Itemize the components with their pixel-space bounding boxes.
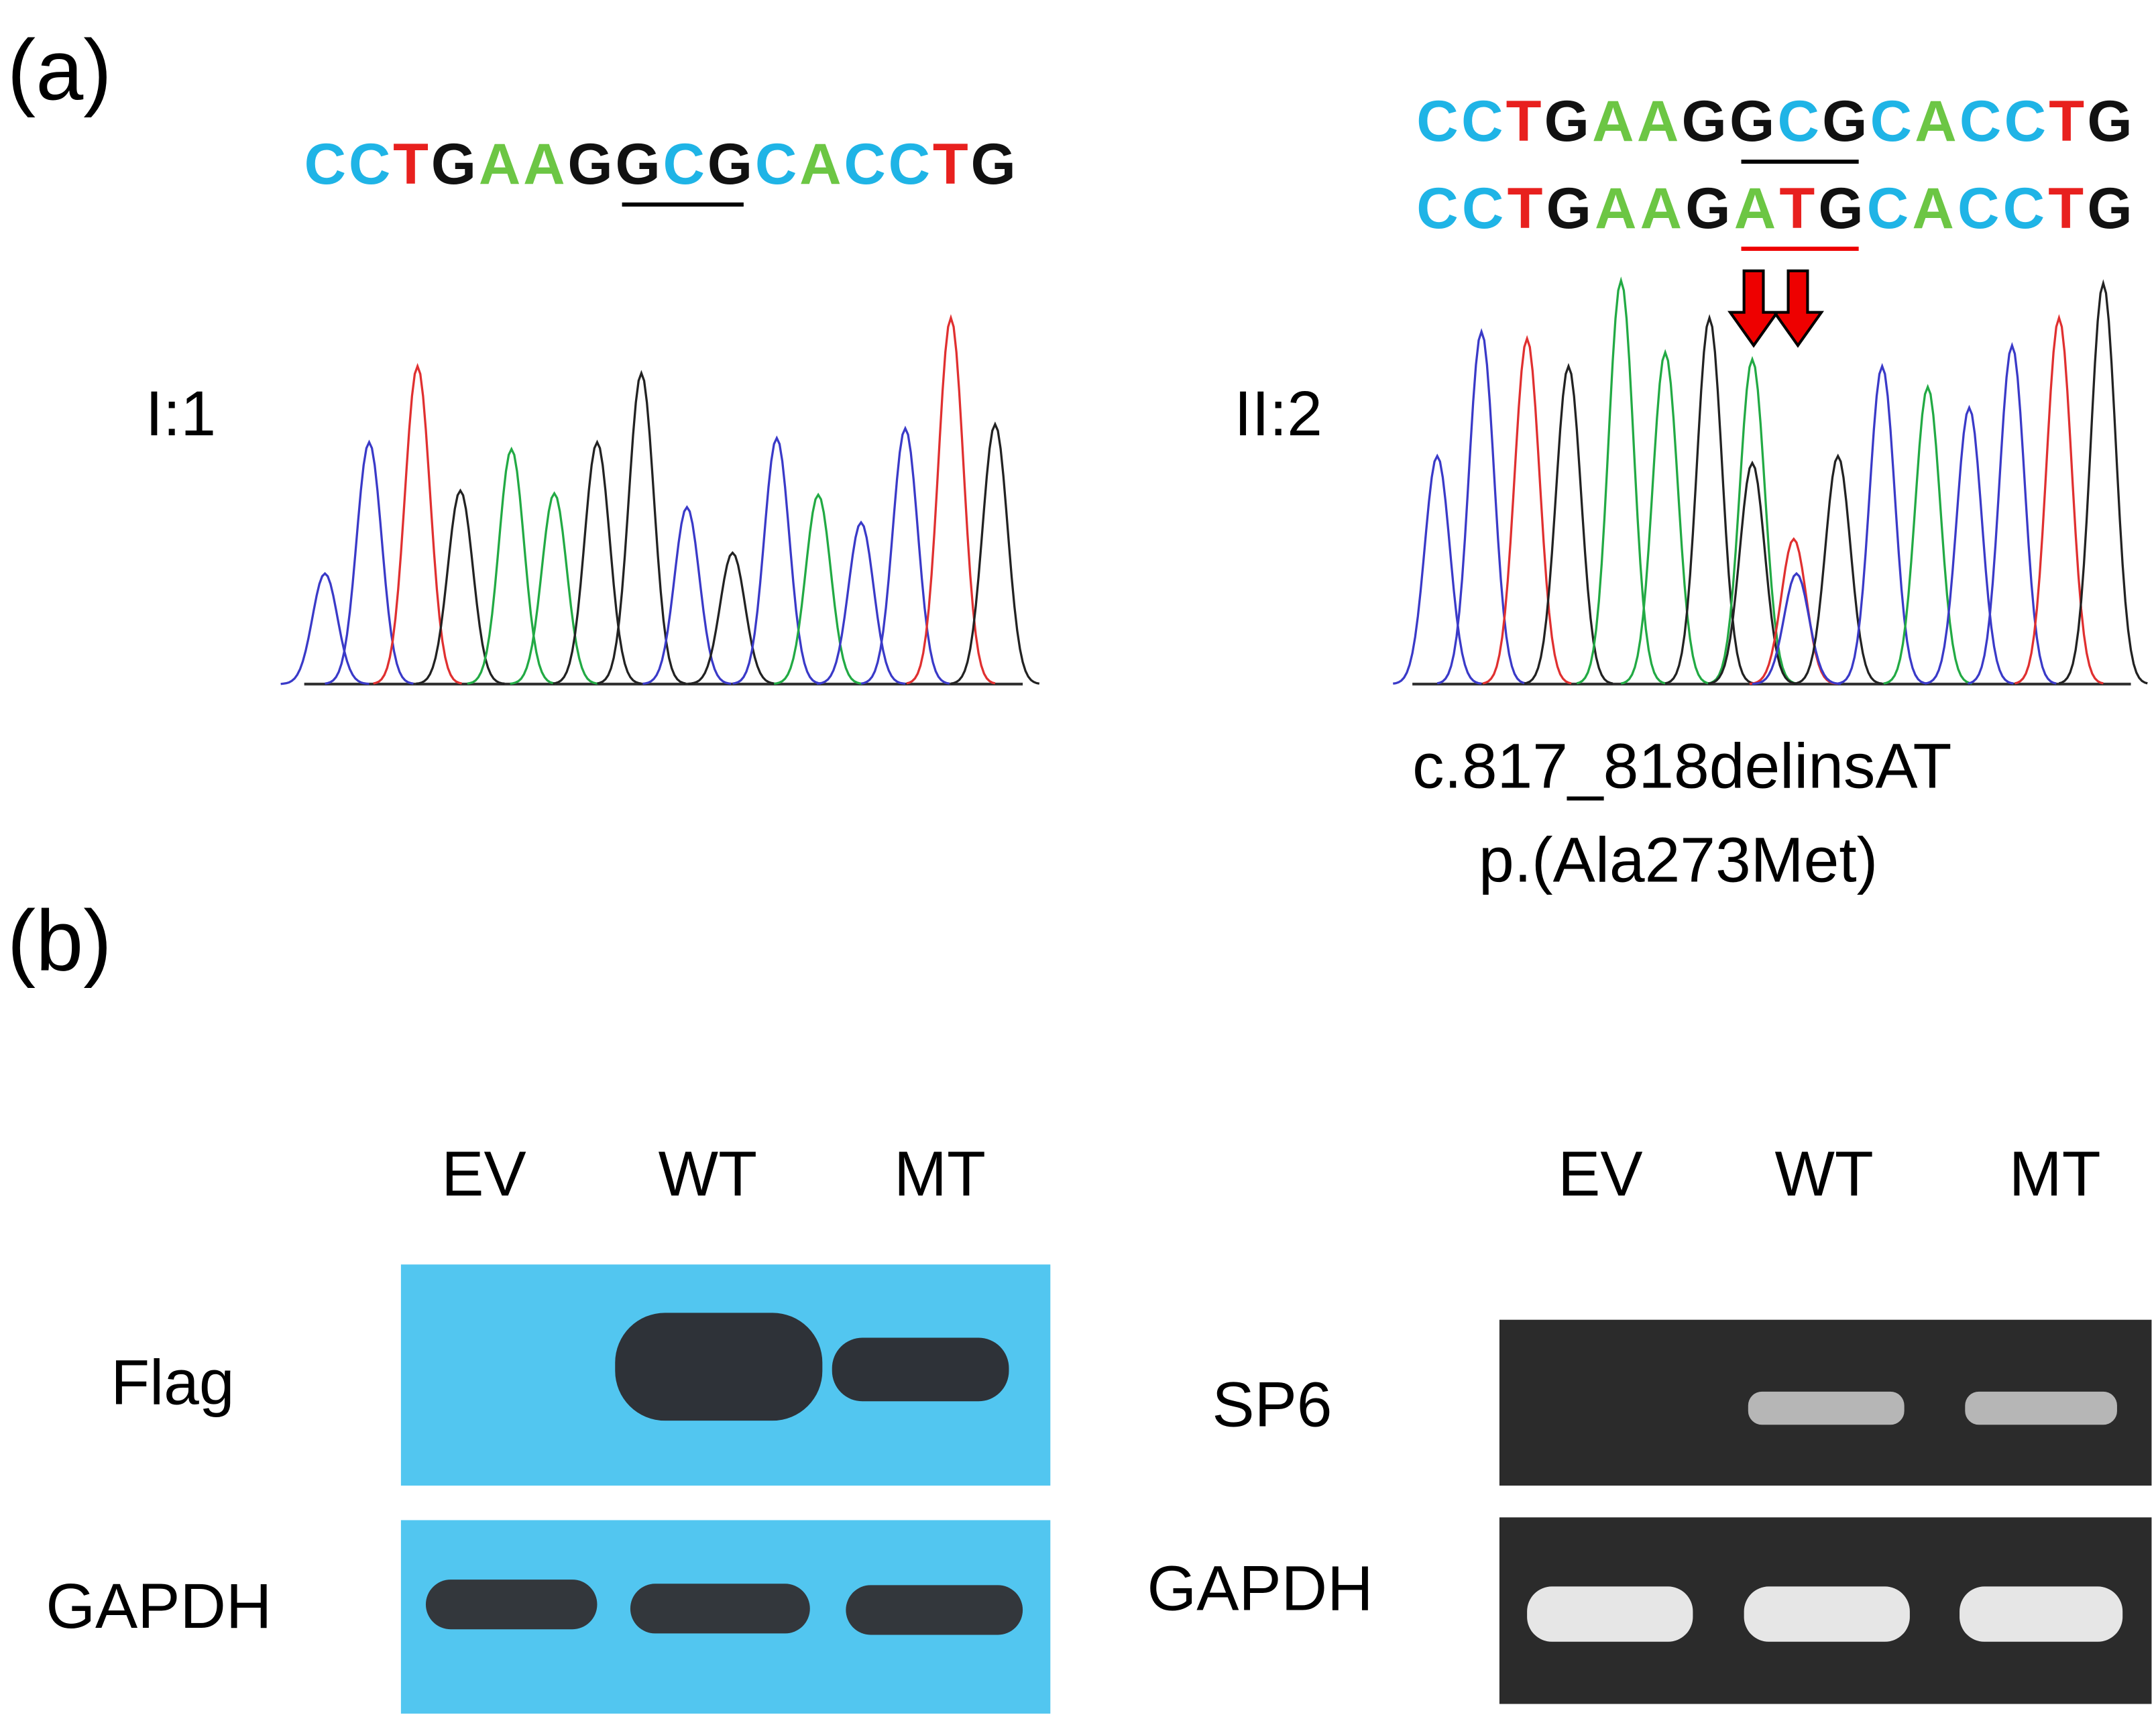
trace — [860, 425, 950, 685]
trace — [2058, 279, 2148, 685]
trace — [373, 363, 462, 685]
lane-label: MT — [2009, 1138, 2101, 1209]
row-label: SP6 — [1212, 1369, 1332, 1440]
trace — [1664, 314, 1754, 685]
trace — [1707, 460, 1797, 685]
trace — [553, 439, 642, 685]
trace — [688, 551, 777, 685]
trace — [1576, 276, 1666, 685]
arrows — [1727, 269, 1824, 348]
trace — [2015, 314, 2104, 685]
western-blot — [400, 1264, 1051, 1714]
trace — [597, 370, 686, 685]
sequence: CCTGAAGGCGCACCTG — [1416, 89, 2132, 154]
row-label: Flag — [111, 1347, 234, 1418]
variant: p.(Ala273Met) — [1479, 825, 1878, 896]
trace — [1393, 453, 1482, 685]
trace — [510, 491, 599, 685]
lane-label: WT — [659, 1138, 757, 1209]
trace — [280, 571, 370, 685]
trace — [1968, 341, 2057, 685]
trace — [950, 421, 1040, 685]
trace — [1620, 349, 1710, 685]
sample-label: I:1 — [146, 378, 216, 449]
lane-label: EV — [1558, 1138, 1642, 1209]
variant: c.817_818delinsAT — [1412, 730, 1951, 801]
trace — [1752, 571, 1841, 685]
trace — [1883, 384, 1972, 685]
panel-label: (a) — [7, 22, 112, 118]
trace — [1524, 363, 1613, 685]
trace — [325, 439, 414, 685]
trace — [816, 520, 906, 685]
lane-label: EV — [441, 1138, 526, 1209]
chromatograms — [280, 276, 2148, 685]
trace — [416, 488, 505, 685]
trace — [1707, 355, 1797, 685]
trace — [1793, 453, 1882, 685]
lane-label: MT — [894, 1138, 986, 1209]
trace — [1837, 363, 1927, 685]
trace — [642, 505, 732, 685]
trace — [1482, 335, 1572, 685]
row-label: GAPDH — [1147, 1553, 1373, 1624]
row-label: GAPDH — [46, 1571, 272, 1642]
gel — [1499, 1319, 2152, 1704]
lane-label: WT — [1774, 1138, 1873, 1209]
trace — [1925, 404, 2014, 685]
trace — [1436, 328, 1526, 685]
sequence: CCTGAAGGCGCACCTG — [304, 132, 1016, 197]
trace — [467, 446, 556, 685]
trace — [732, 435, 821, 685]
trace — [773, 492, 863, 685]
sample-label: II:2 — [1234, 378, 1322, 449]
panel-label: (b) — [7, 893, 112, 989]
trace — [906, 314, 996, 685]
